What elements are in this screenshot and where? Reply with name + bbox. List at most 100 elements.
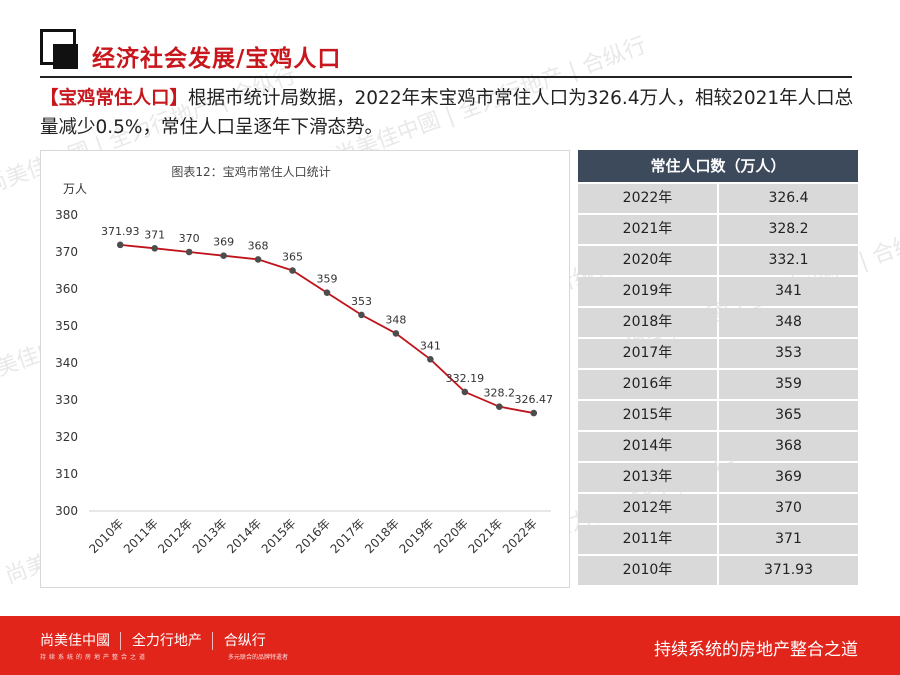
table-cell-year: 2017年 [578, 339, 717, 368]
table-row: 2019年 341 [578, 277, 858, 306]
table-header: 常住人口数（万人） [578, 150, 858, 182]
x-tick-label: 2014年 [224, 516, 264, 556]
table-cell-year: 2020年 [578, 246, 717, 275]
table-row: 2012年 370 [578, 494, 858, 523]
table-cell-value: 328.2 [719, 215, 858, 244]
table-cell-year: 2012年 [578, 494, 717, 523]
data-point [116, 241, 124, 249]
y-tick-label: 300 [55, 504, 78, 518]
table-row: 2014年 368 [578, 432, 858, 461]
data-point [496, 403, 503, 410]
data-label: 359 [317, 273, 338, 286]
logo-mark [40, 29, 80, 71]
footer-subtitle-2: 多元联合的品牌特遣者 [228, 654, 289, 661]
data-label: 353 [351, 295, 372, 308]
footer-brand-1: 尚美佳中國 [40, 633, 110, 649]
table-cell-year: 2013年 [578, 463, 717, 492]
data-point [254, 256, 262, 263]
data-label: 371 [144, 228, 165, 241]
footer-brand: 尚美佳中國 全力行地产 合纵行 [40, 630, 266, 650]
y-axis-label: 万人 [63, 182, 87, 196]
table-cell-value: 341 [719, 277, 858, 306]
population-table: 常住人口数（万人） 2022年 326.4 2021年 328.2 2020年 332.1… [578, 150, 858, 585]
data-label: 348 [385, 313, 406, 326]
data-label: 365 [282, 251, 303, 264]
intro-text: 根据市统计局数据，2022年末宝鸡市常住人口为326.4万人，相较2021年人口… [40, 88, 854, 138]
table-cell-value: 353 [719, 339, 858, 368]
data-label: 341 [420, 339, 441, 352]
table-cell-year: 2021年 [578, 215, 717, 244]
y-tick-label: 320 [55, 430, 78, 444]
table-cell-value: 369 [719, 463, 858, 492]
footer-separator [212, 632, 214, 650]
table-cell-year: 2022年 [578, 184, 717, 213]
data-point [530, 409, 538, 417]
data-label: 371.93 [101, 225, 140, 238]
table-row: 2010年 371.93 [578, 556, 858, 585]
y-tick-label: 330 [55, 393, 78, 407]
y-tick-label: 350 [55, 319, 78, 333]
x-tick-label: 2022年 [500, 516, 540, 556]
data-label: 369 [213, 236, 234, 249]
footer-separator [120, 632, 122, 650]
table-cell-value: 348 [719, 308, 858, 337]
intro-highlight: 【宝鸡常住人口】 [40, 88, 189, 109]
y-tick-label: 380 [55, 208, 78, 222]
table-cell-value: 326.4 [719, 184, 858, 213]
footer-brand-3: 合纵行 [223, 633, 266, 649]
data-point [220, 252, 227, 259]
series-line [120, 243, 534, 414]
data-point [392, 330, 400, 337]
x-tick-label: 2021年 [465, 516, 505, 556]
x-tick-label: 2011年 [121, 516, 161, 556]
x-tick-label: 2020年 [431, 516, 471, 556]
section-title: 经济社会发展/宝鸡人口 [92, 46, 342, 72]
table-cell-year: 2016年 [578, 370, 717, 399]
table-cell-value: 359 [719, 370, 858, 399]
table-body: 2022年 326.4 2021年 328.2 2020年 332.1 2019年 341 20… [578, 184, 858, 585]
x-tick-label: 2012年 [155, 516, 195, 556]
x-tick-label: 2017年 [328, 516, 368, 556]
y-tick-label: 310 [55, 467, 78, 481]
data-label: 326.47 [515, 393, 554, 406]
table-row: 2021年 328.2 [578, 215, 858, 244]
data-point [323, 289, 331, 296]
data-point [289, 267, 296, 274]
table-cell-year: 2018年 [578, 308, 717, 337]
table-cell-year: 2010年 [578, 556, 717, 585]
table-cell-value: 370 [719, 494, 858, 523]
data-point [151, 245, 158, 252]
data-point [461, 388, 469, 396]
data-point [185, 248, 193, 256]
footer-slogan: 持续系统的房地产整合之道 [654, 640, 858, 660]
chart-canvas: 万人 300 310 320 330 340 350 360 370 380 371.93 2010年… [55, 182, 554, 556]
table-cell-year: 2014年 [578, 432, 717, 461]
table-row: 2020年 332.1 [578, 246, 858, 275]
data-label: 328.2 [484, 387, 516, 400]
table-cell-year: 2015年 [578, 401, 717, 430]
x-tick-label: 2010年 [86, 516, 126, 556]
x-tick-label: 2018年 [362, 516, 402, 556]
table-cell-value: 368 [719, 432, 858, 461]
data-label: 370 [179, 232, 200, 245]
table-cell-value: 332.1 [719, 246, 858, 275]
table-cell-value: 371.93 [719, 556, 858, 585]
table-row: 2011年 371 [578, 525, 858, 554]
x-tick-label: 2013年 [190, 516, 230, 556]
table-cell-value: 365 [719, 401, 858, 430]
footer-subtitle-1: 持续系统的房地产整合之道 [40, 654, 149, 661]
data-point [427, 356, 434, 363]
y-tick-label: 360 [55, 282, 78, 296]
footer-bar: 尚美佳中國 全力行地产 合纵行 持续系统的房地产整合之道 多元联合的品牌特遣者 … [0, 616, 900, 675]
data-label: 332.19 [446, 372, 485, 385]
table-row: 2013年 369 [578, 463, 858, 492]
table-row: 2022年 326.4 [578, 184, 858, 213]
x-tick-label: 2016年 [293, 516, 333, 556]
footer-brand-2: 全力行地产 [131, 633, 202, 649]
x-tick-label: 2015年 [259, 516, 299, 556]
population-chart: 图表12：宝鸡市常住人口统计 万人 300 310 320 330 340 350 360 37… [40, 150, 570, 588]
table-cell-value: 371 [719, 525, 858, 554]
table-row: 2015年 365 [578, 401, 858, 430]
y-tick-label: 340 [55, 356, 78, 370]
table-row: 2016年 359 [578, 370, 858, 399]
